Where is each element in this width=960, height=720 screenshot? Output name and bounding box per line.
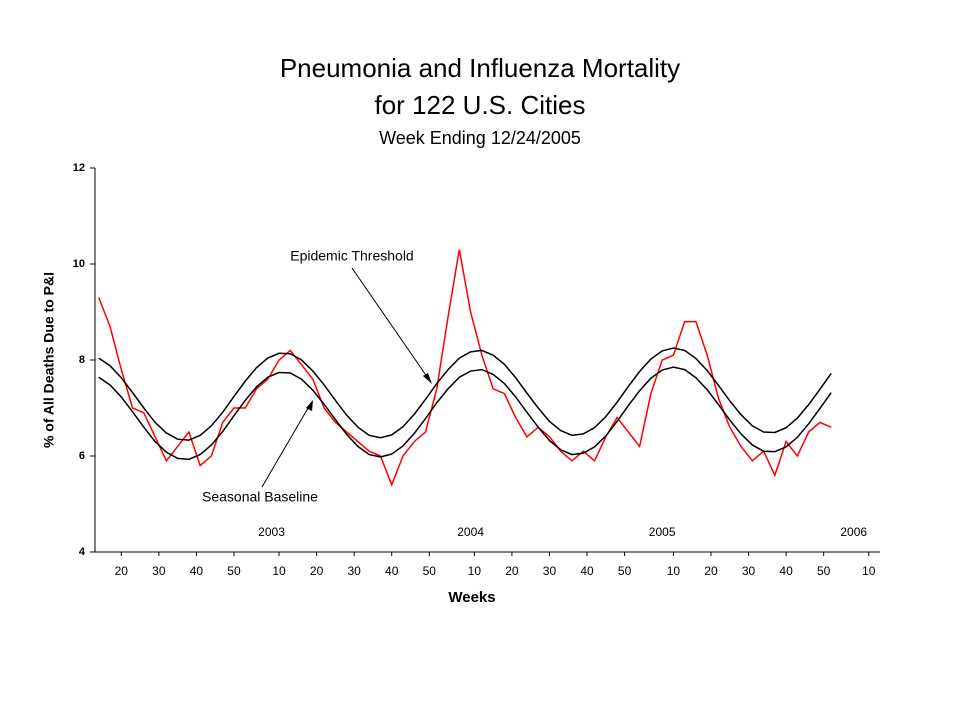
y-axis-label: % of All Deaths Due to P&I xyxy=(41,272,57,448)
x-tick-label: 10 xyxy=(468,564,482,578)
x-tick-label: 20 xyxy=(505,564,519,578)
x-tick-label: 50 xyxy=(618,564,632,578)
y-tick-label: 12 xyxy=(73,162,85,174)
line-series xyxy=(98,366,832,461)
y-tick-label: 6 xyxy=(79,450,85,462)
x-tick-label: 40 xyxy=(385,564,399,578)
x-tick-label: 30 xyxy=(543,564,557,578)
x-tick-label: 20 xyxy=(704,564,718,578)
x-tick-label: 40 xyxy=(779,564,793,578)
year-label: 2005 xyxy=(649,525,676,539)
chart-title: for 122 U.S. Cities xyxy=(375,90,586,120)
annotation-arrow xyxy=(261,402,312,488)
x-tick-label: 50 xyxy=(817,564,831,578)
annotation-arrowhead xyxy=(306,400,313,411)
x-tick-label: 30 xyxy=(742,564,756,578)
annotation-arrowhead xyxy=(423,373,432,384)
x-tick-label: 20 xyxy=(310,564,324,578)
line-series xyxy=(98,347,832,441)
x-tick-label: 40 xyxy=(190,564,204,578)
chart-subtitle: Week Ending 12/24/2005 xyxy=(379,128,581,148)
annotation-arrow xyxy=(351,267,431,382)
x-tick-label: 10 xyxy=(862,564,876,578)
x-tick-label: 20 xyxy=(115,564,129,578)
x-tick-label: 10 xyxy=(667,564,681,578)
chart-title: Pneumonia and Influenza Mortality xyxy=(280,53,680,83)
y-tick-label: 10 xyxy=(73,258,85,270)
x-tick-label: 30 xyxy=(152,564,166,578)
x-axis-label: Weeks xyxy=(448,589,495,606)
year-label: 2003 xyxy=(258,525,285,539)
x-tick-label: 30 xyxy=(347,564,361,578)
x-tick-label: 50 xyxy=(227,564,241,578)
line-series xyxy=(98,249,832,487)
y-tick-label: 4 xyxy=(79,546,86,558)
annotation: Epidemic Threshold xyxy=(290,248,413,264)
y-tick-label: 8 xyxy=(79,354,85,366)
year-label: 2004 xyxy=(457,525,484,539)
annotation: Seasonal Baseline xyxy=(202,489,318,505)
year-label: 2006 xyxy=(840,525,867,539)
x-tick-label: 40 xyxy=(580,564,594,578)
x-tick-label: 50 xyxy=(423,564,437,578)
x-tick-label: 10 xyxy=(272,564,286,578)
